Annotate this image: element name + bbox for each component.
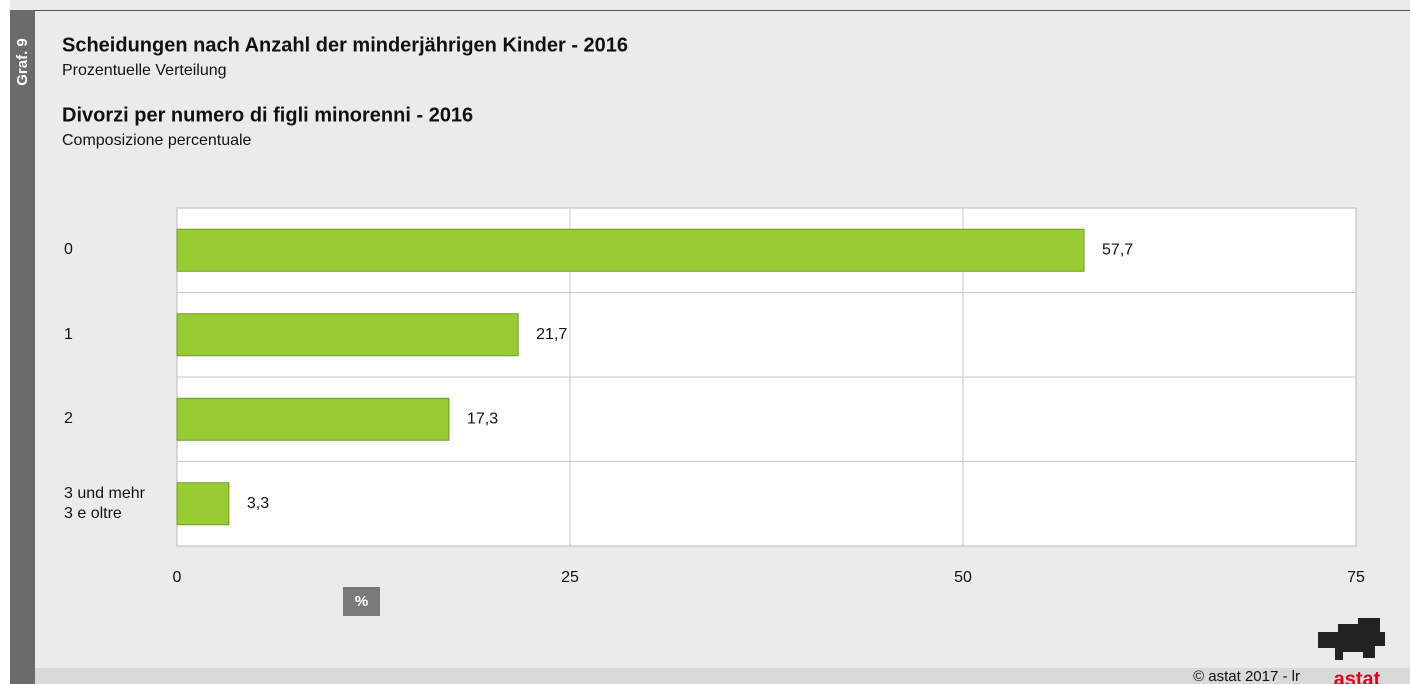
x-tick-label: 75 (1347, 569, 1365, 586)
side-label: Graf. 9 (14, 38, 31, 86)
subtitle: Prozentuelle Verteilung (62, 62, 227, 79)
value-label: 3,3 (247, 495, 269, 512)
x-label: % (355, 593, 368, 610)
x-label-box (343, 587, 380, 616)
x-tick-label: 50 (954, 569, 972, 586)
y-tick-label: 0 (64, 241, 73, 259)
margin (0, 0, 10, 684)
title: Scheidungen nach Anzahl der minderjährig… (62, 34, 628, 56)
side-strip (10, 10, 35, 684)
footer: © astat 2017 - lr (1193, 668, 1300, 684)
logo-text: astat (1334, 668, 1381, 684)
value-label: 21,7 (536, 326, 567, 343)
x-tick-label: 0 (173, 569, 182, 586)
subtitle-it: Composizione percentuale (62, 132, 252, 149)
title-it: Divorzi per numero di figli minorenni - … (62, 104, 473, 126)
bar (176, 397, 450, 441)
y-tick-label: 1 (64, 325, 73, 343)
y-tick-label: 2 (64, 410, 73, 428)
bar (176, 228, 1085, 272)
bar (176, 313, 519, 357)
top-border (10, 10, 1410, 11)
value-label: 57,7 (1102, 241, 1133, 258)
bar (176, 482, 230, 526)
y-tick-label: 3 und mehr 3 e oltre (64, 484, 145, 522)
logo-map (1318, 618, 1385, 660)
footer-strip (35, 668, 1410, 684)
x-tick-label: 25 (561, 569, 579, 586)
value-label: 17,3 (467, 410, 498, 427)
